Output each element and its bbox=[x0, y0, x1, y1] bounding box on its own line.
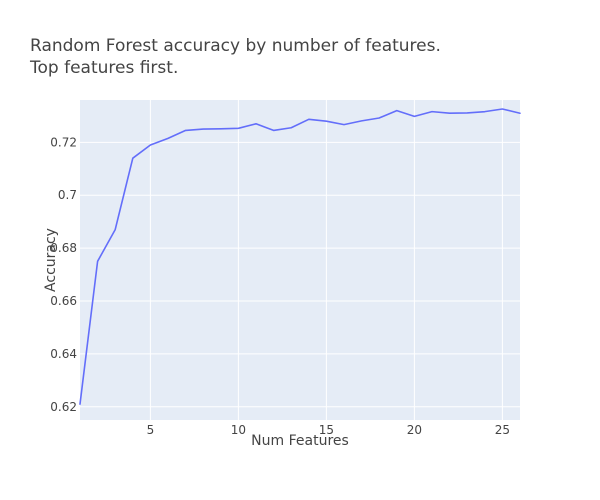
x-tick-label: 25 bbox=[495, 423, 510, 437]
data-point bbox=[149, 144, 151, 146]
data-point bbox=[79, 403, 81, 405]
x-tick-label: 5 bbox=[147, 423, 155, 437]
data-point bbox=[325, 120, 327, 122]
y-tick-label: 0.7 bbox=[58, 188, 77, 202]
data-point bbox=[273, 129, 275, 131]
data-point bbox=[220, 128, 222, 130]
data-point bbox=[378, 117, 380, 119]
data-point bbox=[484, 111, 486, 113]
plot-area bbox=[80, 100, 520, 420]
tick-labels: 5 10 15 20 25 0.62 0.64 0.66 0.68 0.7 0.72 bbox=[50, 135, 510, 437]
y-tick-label: 0.66 bbox=[50, 294, 77, 308]
x-axis-title: Num Features bbox=[251, 433, 349, 449]
grid-lines bbox=[80, 100, 520, 420]
x-tick-label: 15 bbox=[319, 423, 334, 437]
data-point bbox=[449, 112, 451, 114]
y-axis-title: Accuracy bbox=[43, 228, 59, 292]
data-point bbox=[413, 115, 415, 117]
data-point bbox=[114, 229, 116, 231]
y-tick-label: 0.68 bbox=[50, 241, 77, 255]
data-point bbox=[396, 110, 398, 112]
y-tick-label: 0.64 bbox=[50, 347, 77, 361]
data-point bbox=[167, 137, 169, 139]
y-tick-label: 0.72 bbox=[50, 135, 77, 149]
y-tick-label: 0.62 bbox=[50, 400, 77, 414]
x-tick-label: 20 bbox=[407, 423, 422, 437]
accuracy-line bbox=[79, 108, 521, 405]
data-point bbox=[466, 112, 468, 114]
data-point bbox=[361, 120, 363, 122]
data-point bbox=[202, 128, 204, 130]
data-point bbox=[97, 260, 99, 262]
data-point bbox=[343, 124, 345, 126]
data-point bbox=[308, 118, 310, 120]
series-layer bbox=[79, 108, 521, 405]
chart-title-line-2: Top features first. bbox=[29, 58, 178, 78]
data-point bbox=[255, 123, 257, 125]
data-point bbox=[185, 129, 187, 131]
data-point bbox=[519, 112, 521, 114]
data-point bbox=[431, 111, 433, 113]
x-tick-label: 10 bbox=[231, 423, 246, 437]
data-point bbox=[290, 127, 292, 129]
chart-title-line-1: Random Forest accuracy by number of feat… bbox=[30, 36, 441, 56]
data-point bbox=[501, 108, 503, 110]
data-point bbox=[237, 127, 239, 129]
data-point bbox=[132, 157, 134, 159]
